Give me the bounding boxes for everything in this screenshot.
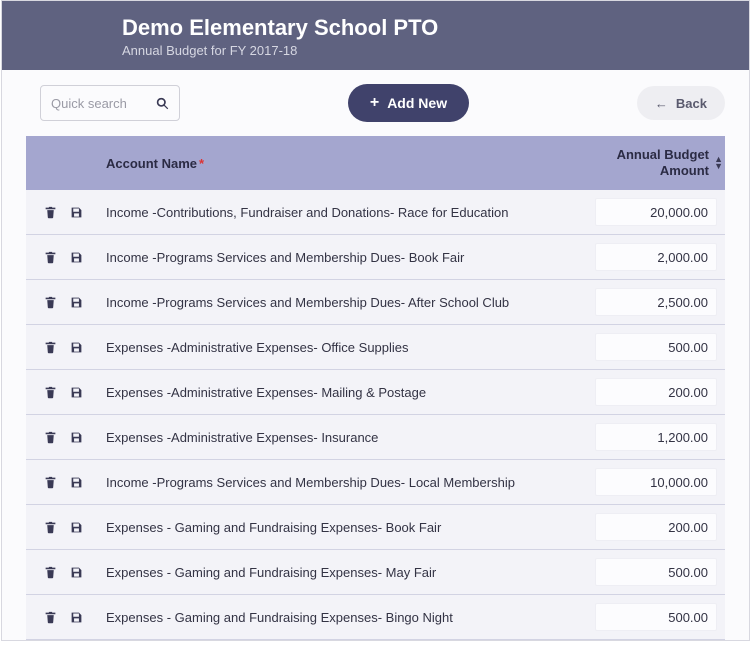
- trash-icon[interactable]: [44, 521, 58, 534]
- amount-input[interactable]: [595, 423, 717, 451]
- amount-input[interactable]: [595, 333, 717, 361]
- amount-input[interactable]: [595, 468, 717, 496]
- required-asterisk: *: [199, 156, 204, 171]
- save-icon[interactable]: [70, 251, 84, 264]
- table-row: Expenses -Administrative Expenses- Maili…: [26, 370, 725, 415]
- trash-icon[interactable]: [44, 251, 58, 264]
- table-row: Expenses - Gaming and Fundraising Expens…: [26, 595, 725, 640]
- search-input[interactable]: [51, 96, 141, 111]
- amount-input[interactable]: [595, 198, 717, 226]
- save-icon[interactable]: [70, 341, 84, 354]
- save-icon[interactable]: [70, 521, 84, 534]
- trash-icon[interactable]: [44, 431, 58, 444]
- add-new-button[interactable]: + Add New: [348, 84, 469, 122]
- account-name-cell: Income -Programs Services and Membership…: [106, 295, 585, 310]
- trash-icon[interactable]: [44, 206, 58, 219]
- page-subtitle: Annual Budget for FY 2017-18: [122, 43, 729, 58]
- amount-input[interactable]: [595, 513, 717, 541]
- trash-icon[interactable]: [44, 566, 58, 579]
- table-row: Income -Programs Services and Membership…: [26, 460, 725, 505]
- account-name-cell: Expenses -Administrative Expenses- Maili…: [106, 385, 585, 400]
- save-icon[interactable]: [70, 296, 84, 309]
- col-amount-header[interactable]: Annual Budget Amount ▲▼: [585, 147, 725, 178]
- table-row: Expenses -Administrative Expenses- Offic…: [26, 325, 725, 370]
- page-header: Demo Elementary School PTO Annual Budget…: [2, 1, 749, 70]
- trash-icon[interactable]: [44, 476, 58, 489]
- amount-input[interactable]: [595, 378, 717, 406]
- table-row: Expenses - Gaming and Fundraising Expens…: [26, 505, 725, 550]
- col-amount-label-2: Amount: [660, 163, 709, 178]
- col-amount-label-1: Annual Budget: [617, 147, 709, 162]
- table-header: Account Name* Annual Budget Amount ▲▼: [26, 136, 725, 190]
- col-name-label: Account Name: [106, 156, 197, 171]
- back-label: Back: [676, 96, 707, 111]
- amount-input[interactable]: [595, 558, 717, 586]
- trash-icon[interactable]: [44, 611, 58, 624]
- col-name-header[interactable]: Account Name*: [106, 156, 585, 171]
- amount-input[interactable]: [595, 288, 717, 316]
- search-box[interactable]: [40, 85, 180, 121]
- search-icon[interactable]: [156, 97, 169, 110]
- table-row: Expenses -Administrative Expenses- Insur…: [26, 415, 725, 460]
- table-body: Income -Contributions, Fundraiser and Do…: [26, 190, 725, 640]
- account-name-cell: Income -Programs Services and Membership…: [106, 250, 585, 265]
- page-title: Demo Elementary School PTO: [122, 15, 729, 41]
- account-name-cell: Expenses - Gaming and Fundraising Expens…: [106, 610, 585, 625]
- amount-input[interactable]: [595, 243, 717, 271]
- sort-icon[interactable]: ▲▼: [714, 156, 723, 170]
- account-name-cell: Expenses - Gaming and Fundraising Expens…: [106, 565, 585, 580]
- account-name-cell: Income -Contributions, Fundraiser and Do…: [106, 205, 585, 220]
- table-row: Expenses - Gaming and Fundraising Expens…: [26, 550, 725, 595]
- trash-icon[interactable]: [44, 386, 58, 399]
- save-icon[interactable]: [70, 386, 84, 399]
- add-new-label: Add New: [387, 95, 447, 111]
- save-icon[interactable]: [70, 611, 84, 624]
- toolbar: + Add New ← Back: [2, 70, 749, 136]
- account-name-cell: Expenses -Administrative Expenses- Insur…: [106, 430, 585, 445]
- arrow-left-icon: ←: [655, 96, 668, 111]
- save-icon[interactable]: [70, 206, 84, 219]
- save-icon[interactable]: [70, 476, 84, 489]
- table-row: Income -Programs Services and Membership…: [26, 235, 725, 280]
- table-row: Income -Programs Services and Membership…: [26, 280, 725, 325]
- page: Demo Elementary School PTO Annual Budget…: [1, 0, 750, 641]
- budget-table: Account Name* Annual Budget Amount ▲▼ In…: [26, 136, 725, 640]
- account-name-cell: Income -Programs Services and Membership…: [106, 475, 585, 490]
- account-name-cell: Expenses - Gaming and Fundraising Expens…: [106, 520, 585, 535]
- table-row: Income -Contributions, Fundraiser and Do…: [26, 190, 725, 235]
- trash-icon[interactable]: [44, 296, 58, 309]
- save-icon[interactable]: [70, 431, 84, 444]
- back-button[interactable]: ← Back: [637, 86, 725, 120]
- plus-icon: +: [370, 94, 379, 112]
- trash-icon[interactable]: [44, 341, 58, 354]
- amount-input[interactable]: [595, 603, 717, 631]
- account-name-cell: Expenses -Administrative Expenses- Offic…: [106, 340, 585, 355]
- save-icon[interactable]: [70, 566, 84, 579]
